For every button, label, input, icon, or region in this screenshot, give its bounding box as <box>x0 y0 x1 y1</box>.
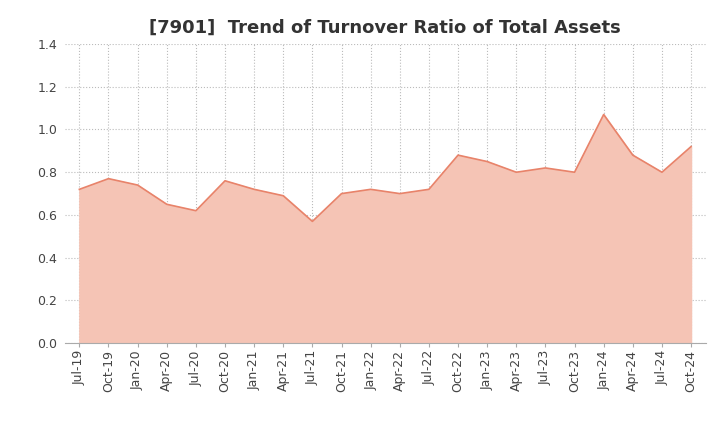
Title: [7901]  Trend of Turnover Ratio of Total Assets: [7901] Trend of Turnover Ratio of Total … <box>149 19 621 37</box>
